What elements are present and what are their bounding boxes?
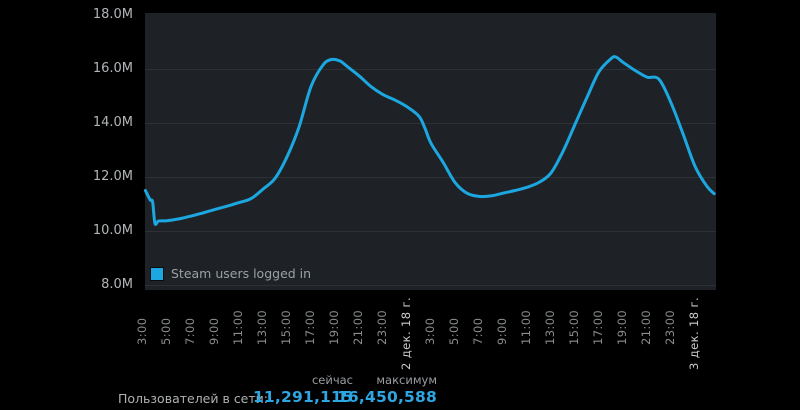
line-chart-canvas [143,55,716,226]
legend-label: Steam users logged in [171,266,312,281]
x-axis-tick-label: 17:00 [303,309,317,345]
x-axis-tick-label: 23:00 [375,309,389,345]
x-axis-tick-label: 19:00 [327,309,341,345]
users-line-series [143,55,716,226]
x-axis-tick-label: 15:00 [279,309,293,345]
grid-line [145,231,716,232]
x-axis-tick-label: 9:00 [207,317,221,345]
legend-color-swatch [150,266,164,281]
current-users-value: 11,291,115 [252,388,353,406]
x-axis-tick-label: 7:00 [183,317,197,345]
x-axis-tick-label: 3:00 [423,317,437,345]
stat-row-label: Пользователей в сети: [118,391,268,406]
chart-plot-area: Steam users logged in [143,13,716,290]
grid-line [145,285,716,286]
x-axis-date-label: 3 дек. 18 г. [687,296,701,370]
stat-header-now: сейчас [311,373,353,387]
grid-line [145,69,716,70]
y-axis-tick-label: 8.0M [101,277,133,292]
x-axis-date-label: 2 дек. 18 г. [399,296,413,370]
x-axis-tick-label: 23:00 [663,309,677,345]
stat-header-max: максимум [376,373,437,387]
grid-line [145,177,716,178]
x-axis-tick-label: 3:00 [135,317,149,345]
y-axis-tick-label: 18.0M [92,7,133,22]
x-axis-tick-label: 5:00 [159,317,173,345]
y-axis-tick-label: 12.0M [92,169,133,184]
x-axis-tick-label: 7:00 [471,317,485,345]
y-axis-tick-label: 16.0M [92,61,133,76]
legend: Steam users logged in [150,266,311,281]
x-axis-tick-label: 13:00 [543,309,557,345]
x-axis-tick-label: 19:00 [615,309,629,345]
x-axis-tick-label: 21:00 [351,309,365,345]
x-axis-tick-label: 11:00 [519,309,533,345]
x-axis-tick-label: 9:00 [495,317,509,345]
grid-line [145,123,716,124]
x-axis-tick-label: 11:00 [231,309,245,345]
x-axis-tick-label: 15:00 [567,309,581,345]
y-axis-tick-label: 14.0M [92,115,133,130]
x-axis-tick-label: 17:00 [591,309,605,345]
peak-users-value: 16,450,588 [336,388,437,406]
x-axis-tick-label: 5:00 [447,317,461,345]
x-axis-tick-label: 21:00 [639,309,653,345]
x-axis-tick-label: 13:00 [255,309,269,345]
y-axis-tick-label: 10.0M [92,223,133,238]
